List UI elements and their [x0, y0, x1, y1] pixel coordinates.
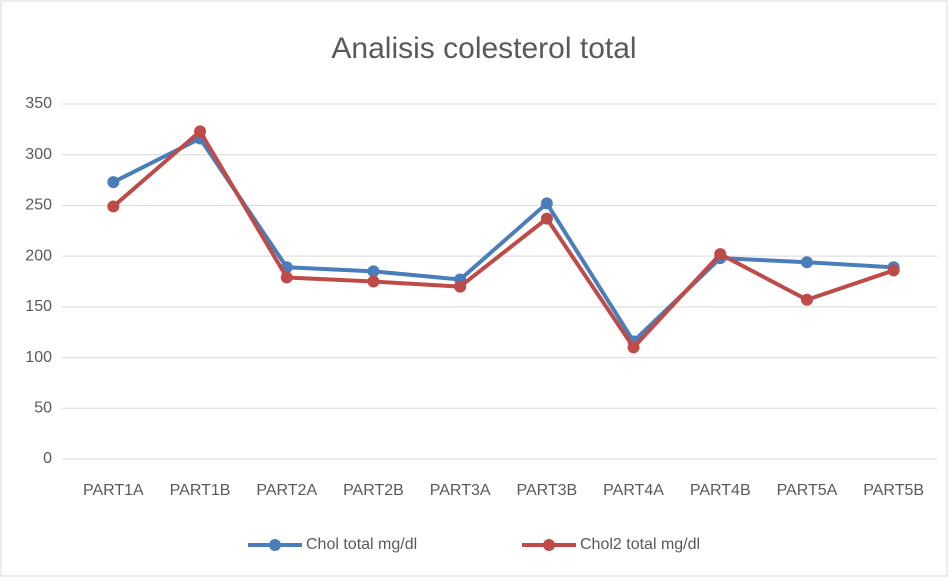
x-tick-label: PART5A	[777, 482, 838, 499]
data-point	[627, 341, 640, 354]
x-tick-label: PART4A	[603, 482, 664, 499]
chart-title: Analisis colesterol total	[331, 32, 636, 65]
y-tick-label: 200	[25, 247, 52, 264]
data-point	[800, 256, 813, 269]
data-point	[280, 271, 293, 284]
x-tick-label: PART2B	[343, 482, 404, 499]
y-tick-label: 300	[25, 146, 52, 163]
x-tick-label: PART2A	[256, 482, 317, 499]
x-tick-label: PART5B	[863, 482, 924, 499]
data-point	[107, 176, 120, 189]
y-tick-label: 150	[25, 298, 52, 315]
x-tick-label: PART1B	[170, 482, 231, 499]
data-point	[800, 293, 813, 306]
data-point	[714, 248, 727, 261]
y-tick-label: 50	[34, 400, 52, 417]
legend-marker	[543, 539, 555, 551]
legend-label: Chol2 total mg/dl	[580, 536, 700, 553]
x-tick-label: PART3B	[516, 482, 577, 499]
data-point	[107, 200, 120, 213]
data-point	[194, 125, 207, 138]
series-line	[112, 129, 895, 350]
data-point	[454, 280, 467, 293]
x-tick-label: PART3A	[430, 482, 491, 499]
data-point	[367, 275, 380, 288]
y-tick-label: 250	[25, 197, 52, 214]
legend-marker	[269, 539, 281, 551]
data-point	[887, 264, 900, 277]
legend-label: Chol total mg/dl	[306, 536, 417, 553]
x-tick-label: PART1A	[83, 482, 144, 499]
data-point	[540, 212, 553, 225]
y-tick-label: 0	[43, 450, 52, 467]
data-point	[367, 265, 380, 278]
y-tick-label: 100	[25, 349, 52, 366]
y-tick-label: 350	[25, 95, 52, 112]
data-point	[540, 197, 553, 210]
x-tick-label: PART4B	[690, 482, 751, 499]
